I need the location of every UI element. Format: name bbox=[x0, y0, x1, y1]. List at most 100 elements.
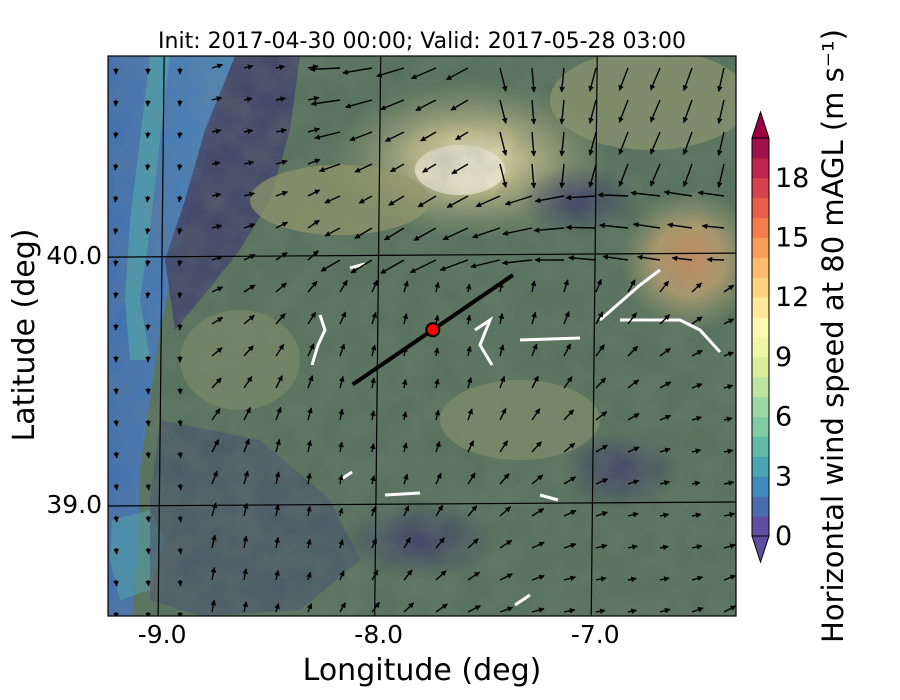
wind-arrow bbox=[618, 163, 629, 187]
colorbar-band bbox=[752, 237, 769, 258]
wind-arrow bbox=[177, 259, 183, 267]
wind-arrow bbox=[659, 480, 670, 486]
wind-arrow bbox=[243, 96, 253, 103]
wind-arrow bbox=[310, 99, 341, 107]
wind-arrow bbox=[467, 408, 473, 421]
wind-arrow bbox=[627, 511, 639, 518]
meridian-line bbox=[590, 56, 598, 616]
colorbar-under-extension bbox=[751, 535, 770, 564]
colorbar-band bbox=[752, 337, 769, 358]
wind-arrow bbox=[177, 131, 183, 139]
wind-arrow bbox=[627, 576, 637, 583]
colorbar-band bbox=[752, 157, 769, 179]
wind-arrow bbox=[384, 131, 405, 142]
x-tick-label: -9.0 bbox=[138, 620, 187, 649]
wind-arrow bbox=[243, 160, 255, 166]
wind-arrow bbox=[502, 227, 533, 236]
wind-arrow bbox=[723, 384, 734, 390]
colorbar-band bbox=[752, 356, 769, 378]
wind-arrow bbox=[723, 351, 734, 357]
wind-arrow bbox=[177, 451, 183, 459]
wind-arrow bbox=[465, 314, 472, 325]
parallel-line bbox=[108, 501, 736, 507]
wind-arrow bbox=[243, 376, 253, 389]
colorbar-tick-label: 3 bbox=[775, 461, 792, 492]
wind-arrow bbox=[499, 407, 507, 421]
wind-arrow bbox=[595, 543, 608, 550]
wind-arrow bbox=[211, 534, 217, 549]
wind-arrow bbox=[559, 131, 565, 157]
wind-arrow bbox=[723, 574, 736, 581]
colorbar-band bbox=[752, 217, 769, 238]
wind-arrow bbox=[627, 446, 640, 453]
wind-arrow bbox=[498, 312, 504, 325]
wind-arrow bbox=[145, 515, 151, 523]
wind-arrow bbox=[242, 601, 248, 613]
wind-arrow bbox=[403, 280, 409, 293]
wind-vector-field bbox=[113, 63, 736, 616]
wind-arrow bbox=[499, 344, 505, 357]
wind-arrow bbox=[306, 538, 312, 549]
wind-arrow bbox=[339, 570, 345, 581]
wind-arrow bbox=[113, 483, 119, 491]
wind-arrow bbox=[145, 195, 151, 203]
wind-arrow bbox=[650, 163, 661, 187]
wind-arrow bbox=[627, 379, 640, 389]
colorbar-tick-label: 12 bbox=[775, 282, 809, 313]
wind-arrow bbox=[627, 279, 636, 293]
wind-arrow bbox=[243, 64, 254, 70]
wind-arrow bbox=[307, 280, 318, 293]
colorbar-band bbox=[752, 257, 769, 278]
wind-arrow bbox=[451, 163, 469, 175]
wind-arrow bbox=[409, 259, 437, 274]
wind-arrow bbox=[534, 195, 565, 204]
wind-arrow bbox=[659, 512, 670, 519]
wind-arrow bbox=[530, 163, 537, 189]
wind-arrow bbox=[338, 408, 344, 421]
wind-arrow bbox=[499, 573, 513, 581]
wind-arrow bbox=[211, 439, 220, 453]
wind-arrow bbox=[177, 483, 183, 491]
wind-arrow bbox=[563, 376, 573, 389]
wind-arrow bbox=[563, 279, 569, 293]
wind-arrow bbox=[338, 441, 344, 453]
wind-arrow bbox=[470, 259, 501, 269]
wind-arrow bbox=[243, 314, 255, 325]
wind-arrow bbox=[371, 279, 378, 293]
wind-arrow bbox=[602, 254, 629, 261]
wind-arrow bbox=[663, 189, 693, 197]
wind-arrow bbox=[320, 259, 341, 272]
wind-arrow bbox=[275, 221, 289, 229]
colorbar bbox=[751, 110, 770, 564]
plot-frame bbox=[107, 55, 737, 617]
wind-arrow bbox=[659, 314, 671, 325]
wind-arrow bbox=[671, 255, 693, 262]
wind-arrow bbox=[434, 409, 441, 421]
wind-arrow bbox=[531, 574, 545, 581]
wind-arrow bbox=[113, 195, 119, 203]
wind-arrow bbox=[723, 512, 736, 518]
wind-arrow bbox=[113, 163, 119, 171]
wind-arrow bbox=[435, 504, 444, 517]
wind-arrow bbox=[434, 378, 440, 389]
wind-arrow bbox=[370, 344, 377, 357]
site-marker bbox=[425, 322, 441, 338]
wind-arrow bbox=[697, 190, 725, 197]
wind-arrow bbox=[499, 606, 514, 613]
wind-arrow bbox=[388, 195, 405, 206]
wind-arrow bbox=[145, 483, 151, 491]
wind-arrow bbox=[113, 579, 119, 587]
wind-arrow bbox=[499, 440, 509, 453]
wind-arrow bbox=[434, 281, 440, 293]
wind-arrow bbox=[324, 227, 341, 237]
wind-arrow bbox=[618, 99, 629, 123]
wind-arrow bbox=[650, 131, 661, 155]
wind-arrow bbox=[358, 195, 373, 204]
wind-arrow bbox=[275, 96, 286, 102]
wind-arrow bbox=[349, 131, 373, 142]
wind-arrow bbox=[145, 547, 151, 555]
wind-arrow bbox=[627, 345, 639, 357]
wind-arrow bbox=[113, 291, 119, 299]
wind-arrow bbox=[177, 579, 183, 587]
wind-arrow bbox=[691, 316, 703, 325]
